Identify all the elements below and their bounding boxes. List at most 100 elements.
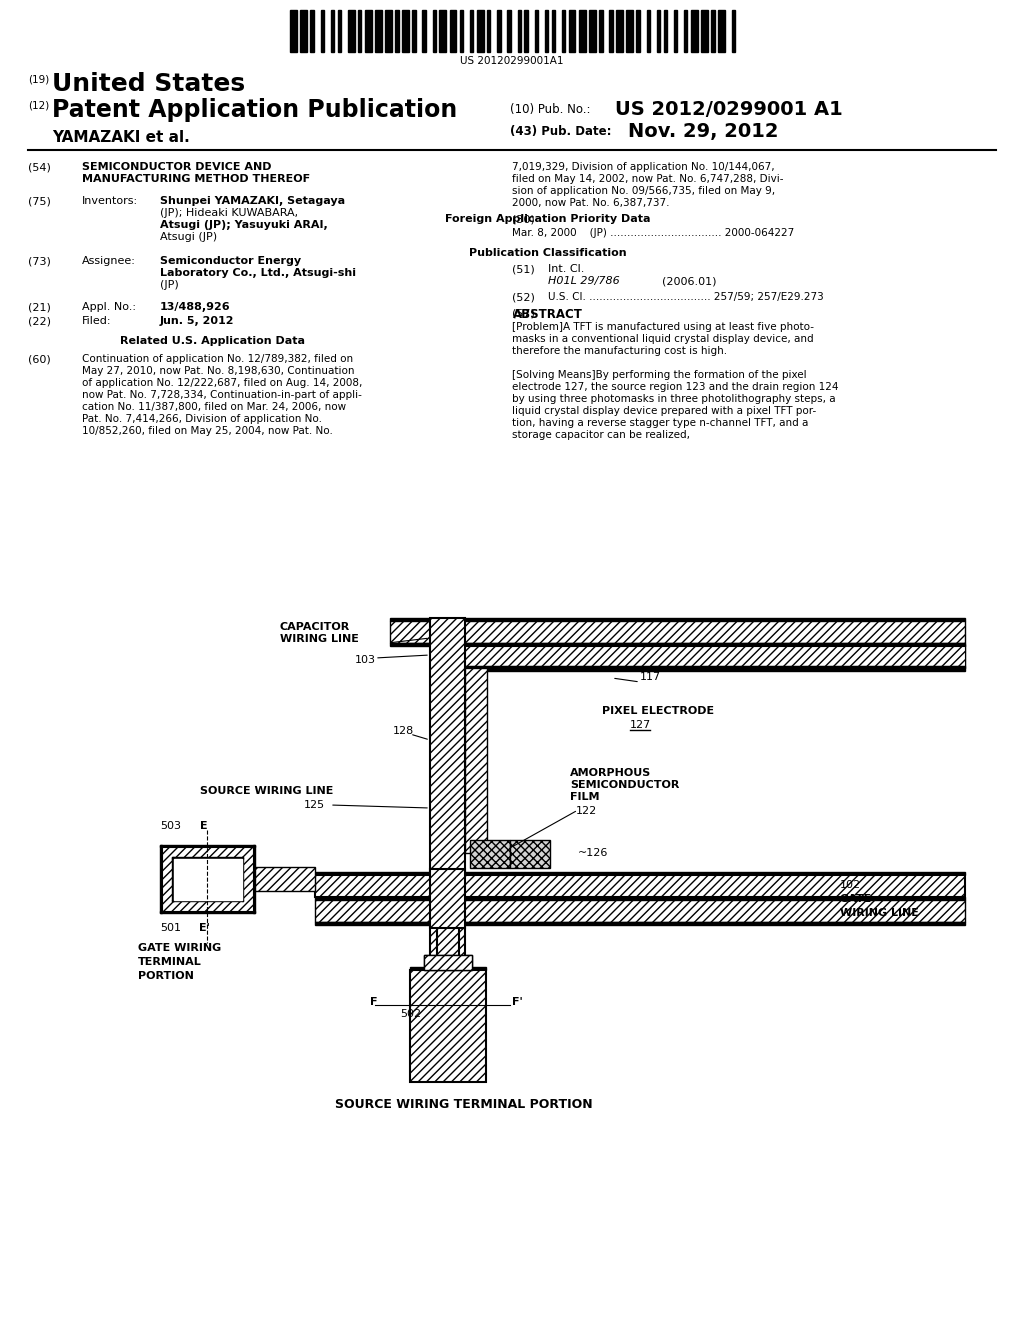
Bar — [437, 925, 459, 968]
Bar — [338, 11, 341, 51]
Text: (73): (73) — [28, 256, 51, 267]
Bar — [253, 845, 255, 913]
Text: E: E — [200, 821, 208, 832]
Bar — [162, 847, 253, 911]
Text: Publication Classification: Publication Classification — [469, 248, 627, 257]
Text: Int. Cl.: Int. Cl. — [548, 264, 585, 275]
Text: now Pat. No. 7,728,334, Continuation-in-part of appli-: now Pat. No. 7,728,334, Continuation-in-… — [82, 389, 361, 400]
Text: (19): (19) — [28, 75, 49, 84]
Bar — [315, 873, 965, 875]
Bar — [647, 11, 650, 51]
Bar — [470, 11, 473, 51]
Bar — [552, 11, 555, 51]
Bar — [450, 11, 457, 51]
Bar — [315, 921, 965, 925]
Bar — [439, 11, 446, 51]
Bar — [410, 970, 486, 1082]
Bar — [609, 11, 612, 51]
Text: Related U.S. Application Data: Related U.S. Application Data — [120, 337, 305, 346]
Bar — [568, 11, 575, 51]
Bar — [390, 643, 965, 645]
Bar — [358, 11, 361, 51]
Text: SEMICONDUCTOR: SEMICONDUCTOR — [570, 780, 679, 789]
Text: Semiconductor Energy: Semiconductor Energy — [160, 256, 301, 267]
Text: US 2012/0299001 A1: US 2012/0299001 A1 — [615, 100, 843, 119]
Text: ABSTRACT: ABSTRACT — [513, 308, 583, 321]
Bar — [701, 11, 708, 51]
Text: (JP): (JP) — [160, 280, 179, 290]
Text: (2006.01): (2006.01) — [662, 276, 717, 286]
Bar — [365, 11, 372, 51]
Text: Assignee:: Assignee: — [82, 256, 136, 267]
Text: 10/852,260, filed on May 25, 2004, now Pat. No.: 10/852,260, filed on May 25, 2004, now P… — [82, 426, 333, 436]
Bar — [173, 858, 242, 899]
Text: by using three photomasks in three photolithography steps, a: by using three photomasks in three photo… — [512, 393, 836, 404]
Bar — [718, 11, 725, 51]
Bar — [390, 620, 965, 643]
Bar — [589, 11, 596, 51]
Text: SOURCE WIRING TERMINAL PORTION: SOURCE WIRING TERMINAL PORTION — [335, 1098, 593, 1111]
Bar — [616, 11, 623, 51]
Text: WIRING LINE: WIRING LINE — [280, 634, 358, 644]
Bar — [172, 857, 243, 858]
Text: (10) Pub. No.:: (10) Pub. No.: — [510, 103, 591, 116]
Bar — [173, 865, 242, 894]
Bar — [508, 11, 511, 51]
Bar — [470, 840, 510, 869]
Bar — [242, 857, 243, 902]
Text: masks in a conventional liquid crystal display device, and: masks in a conventional liquid crystal d… — [512, 334, 814, 345]
Bar — [664, 11, 667, 51]
Text: Shunpei YAMAZAKI, Setagaya: Shunpei YAMAZAKI, Setagaya — [160, 195, 345, 206]
Text: 127: 127 — [630, 719, 651, 730]
Text: 503: 503 — [160, 821, 181, 832]
Bar — [315, 898, 965, 900]
Bar — [160, 845, 162, 913]
Bar — [385, 11, 392, 51]
Text: H01L 29/786: H01L 29/786 — [548, 276, 620, 286]
Bar — [691, 11, 697, 51]
Bar — [310, 11, 313, 51]
Text: (22): (22) — [28, 315, 51, 326]
Text: GATE: GATE — [840, 894, 872, 904]
Bar — [160, 911, 255, 913]
Text: (12): (12) — [28, 102, 49, 111]
Text: (60): (60) — [28, 354, 51, 364]
Bar — [402, 11, 409, 51]
Text: Continuation of application No. 12/789,382, filed on: Continuation of application No. 12/789,3… — [82, 354, 353, 364]
Bar — [460, 11, 463, 51]
Text: F': F' — [512, 997, 522, 1007]
Text: US 20120299001A1: US 20120299001A1 — [460, 55, 564, 66]
Text: SEMICONDUCTOR DEVICE AND: SEMICONDUCTOR DEVICE AND — [82, 162, 271, 172]
Text: (75): (75) — [28, 195, 51, 206]
Bar — [562, 11, 565, 51]
Text: ~126: ~126 — [578, 847, 608, 858]
Text: E': E' — [199, 923, 210, 933]
Text: (JP); Hideaki KUWABARA,: (JP); Hideaki KUWABARA, — [160, 209, 298, 218]
Bar — [375, 11, 382, 51]
Bar — [300, 11, 307, 51]
Bar — [465, 645, 965, 668]
Text: Mar. 8, 2000    (JP) ................................. 2000-064227: Mar. 8, 2000 (JP) ......................… — [512, 228, 795, 238]
Text: storage capacitor can be realized,: storage capacitor can be realized, — [512, 430, 690, 440]
Bar — [321, 11, 324, 51]
Bar — [315, 875, 965, 898]
Text: Patent Application Publication: Patent Application Publication — [52, 98, 458, 121]
Text: CAPACITOR: CAPACITOR — [280, 622, 350, 632]
Bar — [413, 11, 416, 51]
Bar — [433, 11, 436, 51]
Text: tion, having a reverse stagger type n-channel TFT, and a: tion, having a reverse stagger type n-ch… — [512, 418, 808, 428]
Bar — [410, 968, 486, 970]
Bar — [579, 11, 586, 51]
Text: 2000, now Pat. No. 6,387,737.: 2000, now Pat. No. 6,387,737. — [512, 198, 670, 209]
Text: SOURCE WIRING LINE: SOURCE WIRING LINE — [200, 785, 334, 796]
Bar — [599, 11, 602, 51]
Text: filed on May 14, 2002, now Pat. No. 6,747,288, Divi-: filed on May 14, 2002, now Pat. No. 6,74… — [512, 174, 783, 183]
Text: Nov. 29, 2012: Nov. 29, 2012 — [628, 121, 778, 141]
Text: 502: 502 — [400, 1008, 421, 1019]
Bar — [465, 644, 965, 645]
Bar — [331, 11, 334, 51]
Bar — [424, 954, 472, 970]
Text: May 27, 2010, now Pat. No. 8,198,630, Continuation: May 27, 2010, now Pat. No. 8,198,630, Co… — [82, 366, 354, 376]
Bar — [160, 845, 255, 847]
Bar — [172, 899, 243, 902]
